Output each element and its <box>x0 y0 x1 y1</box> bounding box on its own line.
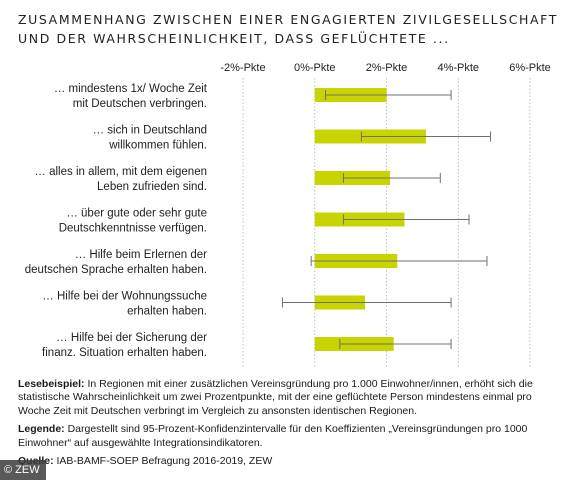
chart-notes: Lesebeispiel: In Regionen mit einer zusä… <box>18 378 558 473</box>
category-label: … Hilfe bei der Sicherung der <box>56 332 207 344</box>
source-note: Quelle: IAB-BAMF-SOEP Befragung 2016-201… <box>18 455 558 468</box>
confidence-interval <box>310 256 488 266</box>
category-label-layer: … mindestens 1x/ Woche Zeit mit Deutschen… <box>25 83 208 359</box>
x-tick-label: 4%-Pkte <box>437 62 479 74</box>
chart-title-line-1: ZUSAMMENHANG ZWISCHEN EINER ENGAGIERTEN … <box>18 12 558 27</box>
confidence-interval <box>342 214 470 225</box>
confidence-interval-layer <box>281 90 492 349</box>
category-label: … alles in allem, mit dem eigenen <box>34 166 207 178</box>
legend-note-label: Legende: <box>18 423 65 436</box>
x-tick-label: -2%-Pkte <box>220 62 265 74</box>
chart-title: ZUSAMMENHANG ZWISCHEN EINER ENGAGIERTEN … <box>18 10 558 48</box>
chart-title-line-2: UND DER WAHRSCHEINLICHKEIT, DASS GEFLÜCH… <box>18 31 450 46</box>
tick-label-layer: -2%-Pkte 0%-Pkte 2%-Pkte 4%-Pkte 6%-Pkte <box>220 62 550 74</box>
category-label: deutschen Sprache erhalten haben. <box>25 264 207 276</box>
confidence-interval <box>360 131 492 142</box>
category-label: … mindestens 1x/ Woche Zeit <box>54 83 208 95</box>
category-label: … Hilfe bei der Wohnungssuche <box>42 291 207 303</box>
category-label: … Hilfe beim Erlernen der <box>75 249 207 261</box>
category-label: … über gute oder sehr gute <box>66 208 207 220</box>
reading-example-label: Lesebeispiel: <box>18 378 85 390</box>
confidence-interval <box>281 297 452 308</box>
copyright-badge: © ZEW <box>0 460 46 480</box>
legend-note-text: Dargestellt sind 95-Prozent-Konfidenzint… <box>18 423 528 449</box>
category-label: … sich in Deutschland <box>93 125 207 137</box>
source-note-text: IAB-BAMF-SOEP Befragung 2016-2019, ZEW <box>53 455 273 468</box>
category-label: erhalten haben. <box>127 306 207 318</box>
legend-note: Legende: Dargestellt sind 95-Prozent-Kon… <box>18 423 558 450</box>
x-tick-label: 6%-Pkte <box>509 62 551 74</box>
confidence-interval <box>342 173 441 183</box>
x-tick-label: 2%-Pkte <box>366 62 408 74</box>
category-label: Deutschkenntnisse verfügen. <box>59 223 207 235</box>
confidence-interval <box>325 90 452 100</box>
reading-example: Lesebeispiel: In Regionen mit einer zusä… <box>18 378 558 418</box>
category-label: mit Deutschen verbringen. <box>73 98 207 110</box>
coefficient-bar-chart: -2%-Pkte 0%-Pkte 2%-Pkte 4%-Pkte 6%-Pkte … m… <box>25 62 551 368</box>
category-label: Leben zufrieden sind. <box>97 181 207 193</box>
category-label: willkommen fühlen. <box>108 140 207 152</box>
category-label: finanz. Situation erhalten haben. <box>42 347 207 359</box>
reading-example-text: In Regionen mit einer zusätzlichen Verei… <box>18 378 533 417</box>
confidence-interval <box>339 339 452 349</box>
x-tick-label: 0%-Pkte <box>294 62 336 74</box>
